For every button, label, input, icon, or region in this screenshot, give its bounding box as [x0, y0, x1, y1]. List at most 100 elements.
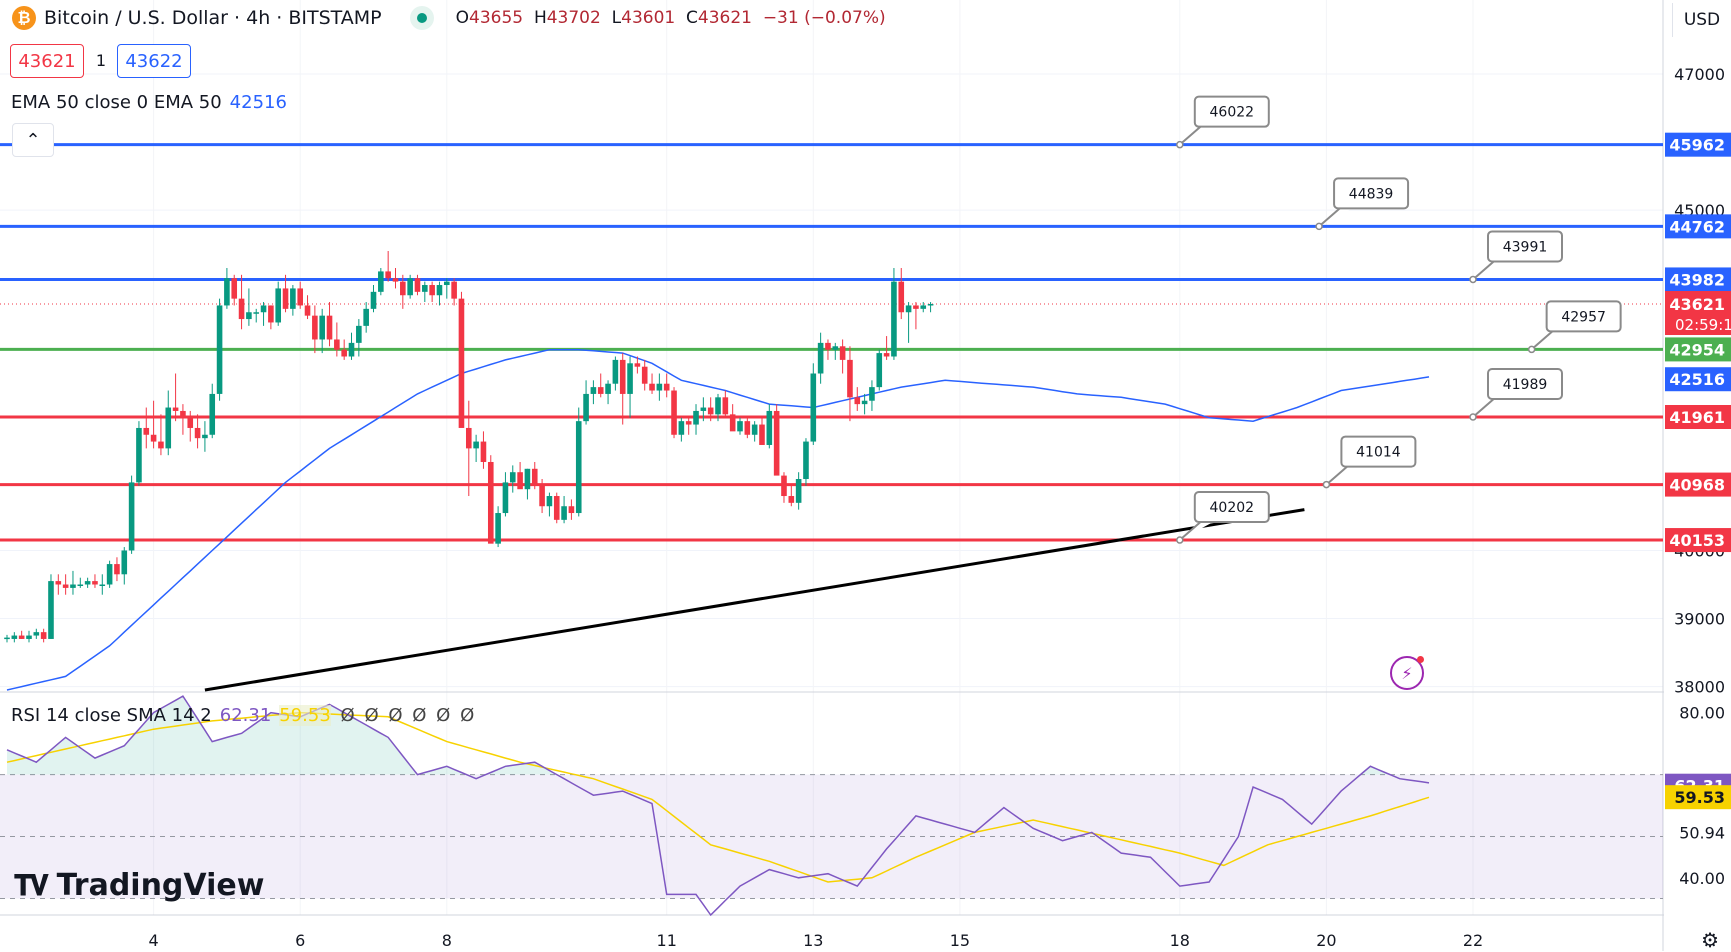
x-tick-label: 8 [442, 931, 452, 950]
candle-body [165, 407, 172, 449]
callout-anchor [1469, 275, 1477, 284]
candle-body [641, 366, 648, 384]
ema-tag-bg [1665, 367, 1731, 392]
candle-body [737, 421, 743, 432]
candle-body [590, 387, 597, 394]
candle-body [121, 550, 128, 575]
candle-body [649, 383, 655, 391]
candle-body [114, 564, 120, 575]
sell-button[interactable]: 43621 [10, 44, 84, 78]
candle-body [436, 285, 443, 296]
candle-body [246, 312, 252, 320]
callout-anchor [1176, 140, 1184, 149]
candle-body [326, 315, 333, 340]
x-tick-label: 13 [803, 931, 823, 950]
candle-body [348, 342, 355, 357]
candle-body [759, 424, 765, 445]
callout-box [1545, 300, 1622, 333]
candle-body [788, 496, 795, 503]
candle-body [898, 281, 905, 313]
candle-body [180, 410, 186, 418]
rsi-legend-value: 62.31 [219, 705, 272, 726]
candle-body [40, 632, 47, 639]
candle-body [832, 346, 839, 350]
candle-body [429, 285, 435, 296]
candle-body [597, 387, 604, 394]
level-tag-bg [1665, 405, 1731, 429]
callout: 40202 [1176, 491, 1270, 544]
rsi-line [6, 695, 1430, 917]
candle-body [11, 635, 18, 639]
callout-box [1487, 368, 1563, 400]
lightning-icon[interactable]: ⚡ [1390, 656, 1424, 690]
callout-label: 43991 [1503, 239, 1548, 255]
rsi-tag: 59.53 [1674, 788, 1725, 807]
bitcoin-icon: ₿ [12, 6, 36, 30]
level-tag-bg [1665, 528, 1731, 553]
level-tag-bg [1665, 267, 1731, 292]
candle-body [128, 482, 135, 551]
candle-body [839, 346, 846, 360]
ema-tag: 42516 [1669, 370, 1725, 389]
candle-body [685, 421, 692, 425]
candle-body [729, 414, 736, 432]
y-tick-label: 38000 [1674, 678, 1725, 697]
candle-body [297, 288, 303, 306]
candle-body [341, 349, 347, 357]
candle-body [407, 278, 413, 296]
candle-body [751, 424, 758, 435]
rsi-zero-value: Ø [412, 705, 427, 726]
currency-selector[interactable]: USD [1672, 3, 1731, 37]
candle-body [238, 298, 245, 320]
candle-body [612, 359, 619, 384]
y-tick-label: 47000 [1674, 65, 1725, 84]
candle-body [817, 342, 824, 374]
rsi-zero-value: Ø [388, 705, 403, 726]
rsi-sma-legend-value: 59.53 [279, 705, 331, 726]
candle-body [253, 312, 260, 314]
candle-body [927, 304, 934, 306]
candle-body [825, 342, 831, 350]
candle-body [861, 400, 868, 405]
chevron-up-icon[interactable]: ⌃ [12, 123, 54, 157]
gear-icon[interactable]: ⚙ [1701, 928, 1719, 952]
candle-body [77, 584, 84, 587]
candle-body [268, 305, 274, 323]
level-tag-bg [1665, 337, 1731, 362]
quantity-field[interactable]: 1 [95, 50, 107, 70]
candle-body [627, 363, 633, 394]
tradingview-logo[interactable]: 𝐓𝐕 TradingView [14, 868, 264, 903]
time-axis: 4 6 8 11 13 15 18 20 22 [149, 931, 1484, 950]
level-tag: 44762 [1669, 217, 1725, 236]
callout-box [1487, 230, 1563, 263]
callout: 46022 [1176, 95, 1270, 149]
candle-body [634, 363, 641, 367]
candle-body [517, 472, 523, 490]
x-tick-label: 15 [950, 931, 970, 950]
callout: 43991 [1469, 230, 1563, 284]
callout-box [1193, 491, 1270, 524]
y-tick-label: 39000 [1674, 610, 1725, 629]
callout-label: 40202 [1210, 500, 1255, 516]
rsi-zero-value: Ø [340, 705, 355, 726]
ema-legend[interactable]: EMA 50 close 0 EMA 50 42516 [11, 92, 287, 113]
candle-body [458, 298, 465, 428]
candle-body [531, 468, 538, 486]
rsi-legend[interactable]: RSI 14 close SMA 14 2 62.31 59.53 Ø Ø Ø Ø … [11, 705, 474, 726]
candle-body [473, 441, 479, 449]
candle-body [509, 472, 516, 483]
buy-button[interactable]: 43622 [117, 44, 191, 78]
symbol-header[interactable]: ₿ Bitcoin / U.S. Dollar · 4h · BITSTAMP … [12, 6, 886, 30]
candle-body [700, 407, 707, 411]
candle-body [553, 496, 560, 520]
ema-legend-value: 42516 [229, 92, 287, 113]
candle-body [561, 506, 567, 520]
candle-body [370, 291, 377, 309]
callout-anchor [1469, 413, 1477, 421]
candle-body [722, 397, 729, 415]
candle-body [583, 393, 589, 422]
callout-pointer [1472, 258, 1510, 281]
candle-body [33, 632, 40, 636]
candle-body [363, 308, 369, 326]
